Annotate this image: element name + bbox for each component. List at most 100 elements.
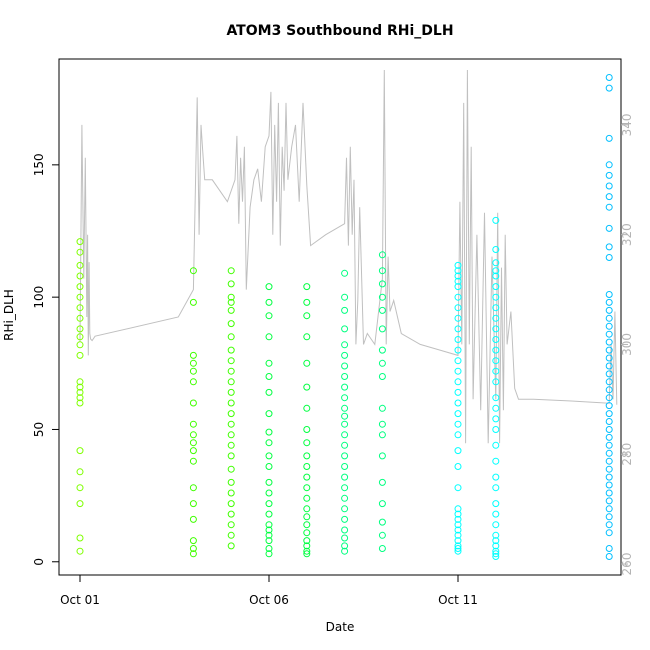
data-point [378,531,386,539]
data-point [76,547,84,555]
data-point [378,404,386,412]
data-point [189,537,197,545]
data-point [605,171,613,179]
data-point [227,267,235,275]
data-point [265,510,273,518]
data-point [189,550,197,558]
data-point [189,457,197,465]
data-point [189,420,197,428]
data-point [605,193,613,201]
data-point [303,426,311,433]
data-point [378,420,386,428]
data-point [303,298,311,306]
data-point [76,261,84,269]
data-point [605,418,613,425]
data-point [341,420,349,428]
data-point [378,325,386,333]
data-point [227,489,235,497]
data-point [227,465,235,473]
data-point [605,330,613,338]
data-point [227,441,235,449]
data-point [454,510,462,518]
data-point [76,333,84,341]
data-point [341,412,349,420]
data-point [265,478,273,486]
data-point [341,534,349,542]
data-point [454,367,462,375]
data-point [303,521,311,529]
data-point [605,161,613,169]
data-point [454,336,462,343]
data-point [341,515,349,523]
data-point [227,500,235,508]
data-point [605,449,613,457]
x-tick-label: Oct 01 [60,593,100,607]
data-point [341,362,349,370]
data-point [227,298,235,306]
data-point [341,293,349,301]
data-point [227,367,235,375]
data-point [378,251,386,259]
data-point [303,537,311,545]
data-point [341,269,349,277]
data-point [303,404,311,412]
y-tick-label: 50 [32,422,46,437]
data-point [454,545,462,552]
data-point [454,378,462,386]
data-point [265,463,273,470]
data-point [605,203,613,211]
y-axis-label: RHi_DLH [2,289,16,341]
data-point [189,359,197,367]
data-point [76,468,84,476]
data-point [378,545,386,552]
data-point [303,473,311,481]
data-point [605,457,613,465]
data-point [378,306,386,314]
data-point [454,325,462,333]
data-point [454,272,462,280]
data-point [454,505,462,513]
data-point [227,521,235,529]
data-point [605,465,613,473]
data-point [454,515,462,523]
data-point [492,521,500,529]
data-point [189,267,197,275]
data-point [227,531,235,539]
data-point [605,394,613,402]
data-point [492,293,500,301]
points-group-2 [265,283,311,558]
data-point [454,484,462,492]
data-point [303,547,311,555]
data-point [265,312,273,320]
data-point [76,388,84,396]
data-point [454,431,462,439]
data-point [605,386,613,394]
data-point [492,473,500,481]
data-point [378,293,386,301]
y-tick-label: 150 [32,153,46,176]
data-point [227,357,235,365]
data-point [341,463,349,470]
data-point [341,542,349,550]
data-point [492,283,500,291]
data-point [189,447,197,455]
data-point [265,521,273,529]
data-point [227,306,235,314]
data-point [303,494,311,502]
data-point [454,410,462,418]
chart-title: ATOM3 Southbound RHi_DLH [226,23,453,39]
data-point [605,553,613,560]
data-point [189,351,197,359]
data-point [454,547,462,555]
data-point [605,362,613,370]
data-point [605,182,613,190]
data-point [492,304,500,312]
data-point [492,500,500,508]
data-point [189,298,197,306]
points-group-0 [76,238,84,555]
data-point [454,388,462,396]
data-point [76,283,84,291]
data-point [605,402,613,410]
y2-tick-label: 320 [620,223,634,246]
points-group-4 [454,216,500,560]
